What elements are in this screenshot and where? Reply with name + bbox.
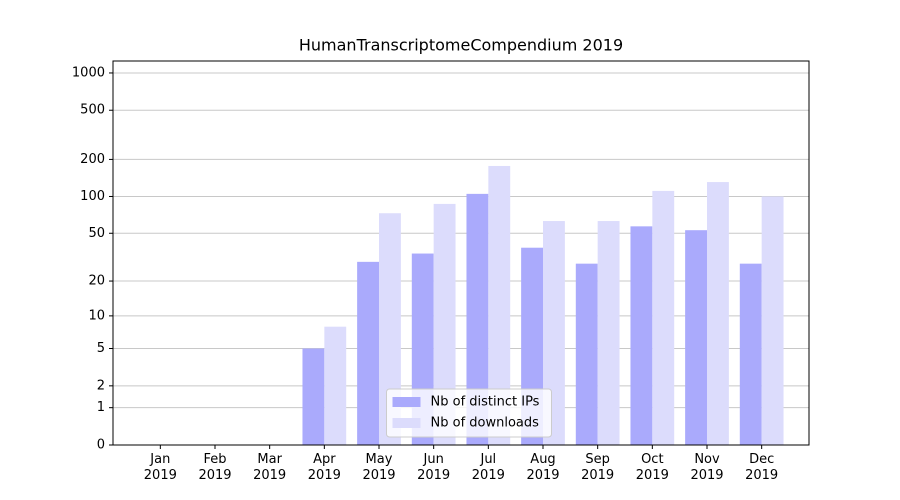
legend-box [386,388,552,438]
legend-label: Nb of distinct IPs [431,395,540,410]
y-tick-label: 200 [80,152,105,167]
y-tick-label: 2 [97,378,105,393]
bar [761,196,784,445]
legend-swatch [392,397,421,407]
y-tick-label: 0 [97,438,105,453]
bar [575,263,598,445]
chart-title: HumanTranscriptomeCompendium 2019 [299,36,623,55]
bar [707,182,729,445]
grid [113,72,809,446]
x-tick-label: Jul 2019 [471,452,505,483]
x-tick-label: Nov 2019 [690,452,724,483]
y-tick-label: 20 [88,274,105,289]
bar [685,230,707,445]
y-tick-label: 1 [97,400,105,415]
bar [488,165,511,446]
x-tick-label: Mar 2019 [253,452,287,483]
bar [739,263,762,445]
bar [357,261,379,445]
y-tick-label: 5 [97,341,105,356]
x-tick-label: Feb 2019 [198,452,232,483]
bar [324,326,347,445]
y-tick-label: 1000 [72,65,105,80]
bar [379,213,401,445]
x-tick-label: Jun 2019 [417,452,451,483]
legend-swatch [392,418,421,428]
x-tick-label: Aug 2019 [526,452,560,483]
plot-frame [112,60,810,446]
x-tick-label: May 2019 [362,452,396,483]
x-tick-label: Sep 2019 [581,452,615,483]
y-tick-label: 10 [88,308,105,323]
x-tick-label: Dec 2019 [745,452,779,483]
bar [466,193,489,445]
x-tick-label: Jan 2019 [143,452,177,483]
y-tick-label: 50 [88,226,105,241]
legend-label: Nb of downloads [431,416,540,431]
bar [630,226,653,445]
x-tick-label: Oct 2019 [635,452,669,483]
bar [597,221,620,445]
bar [302,348,325,445]
y-tick-label: 100 [80,189,105,204]
y-tick-label: 500 [80,103,105,118]
bar [652,190,675,445]
x-tick-label: Apr 2019 [307,452,341,483]
bar [433,203,456,445]
